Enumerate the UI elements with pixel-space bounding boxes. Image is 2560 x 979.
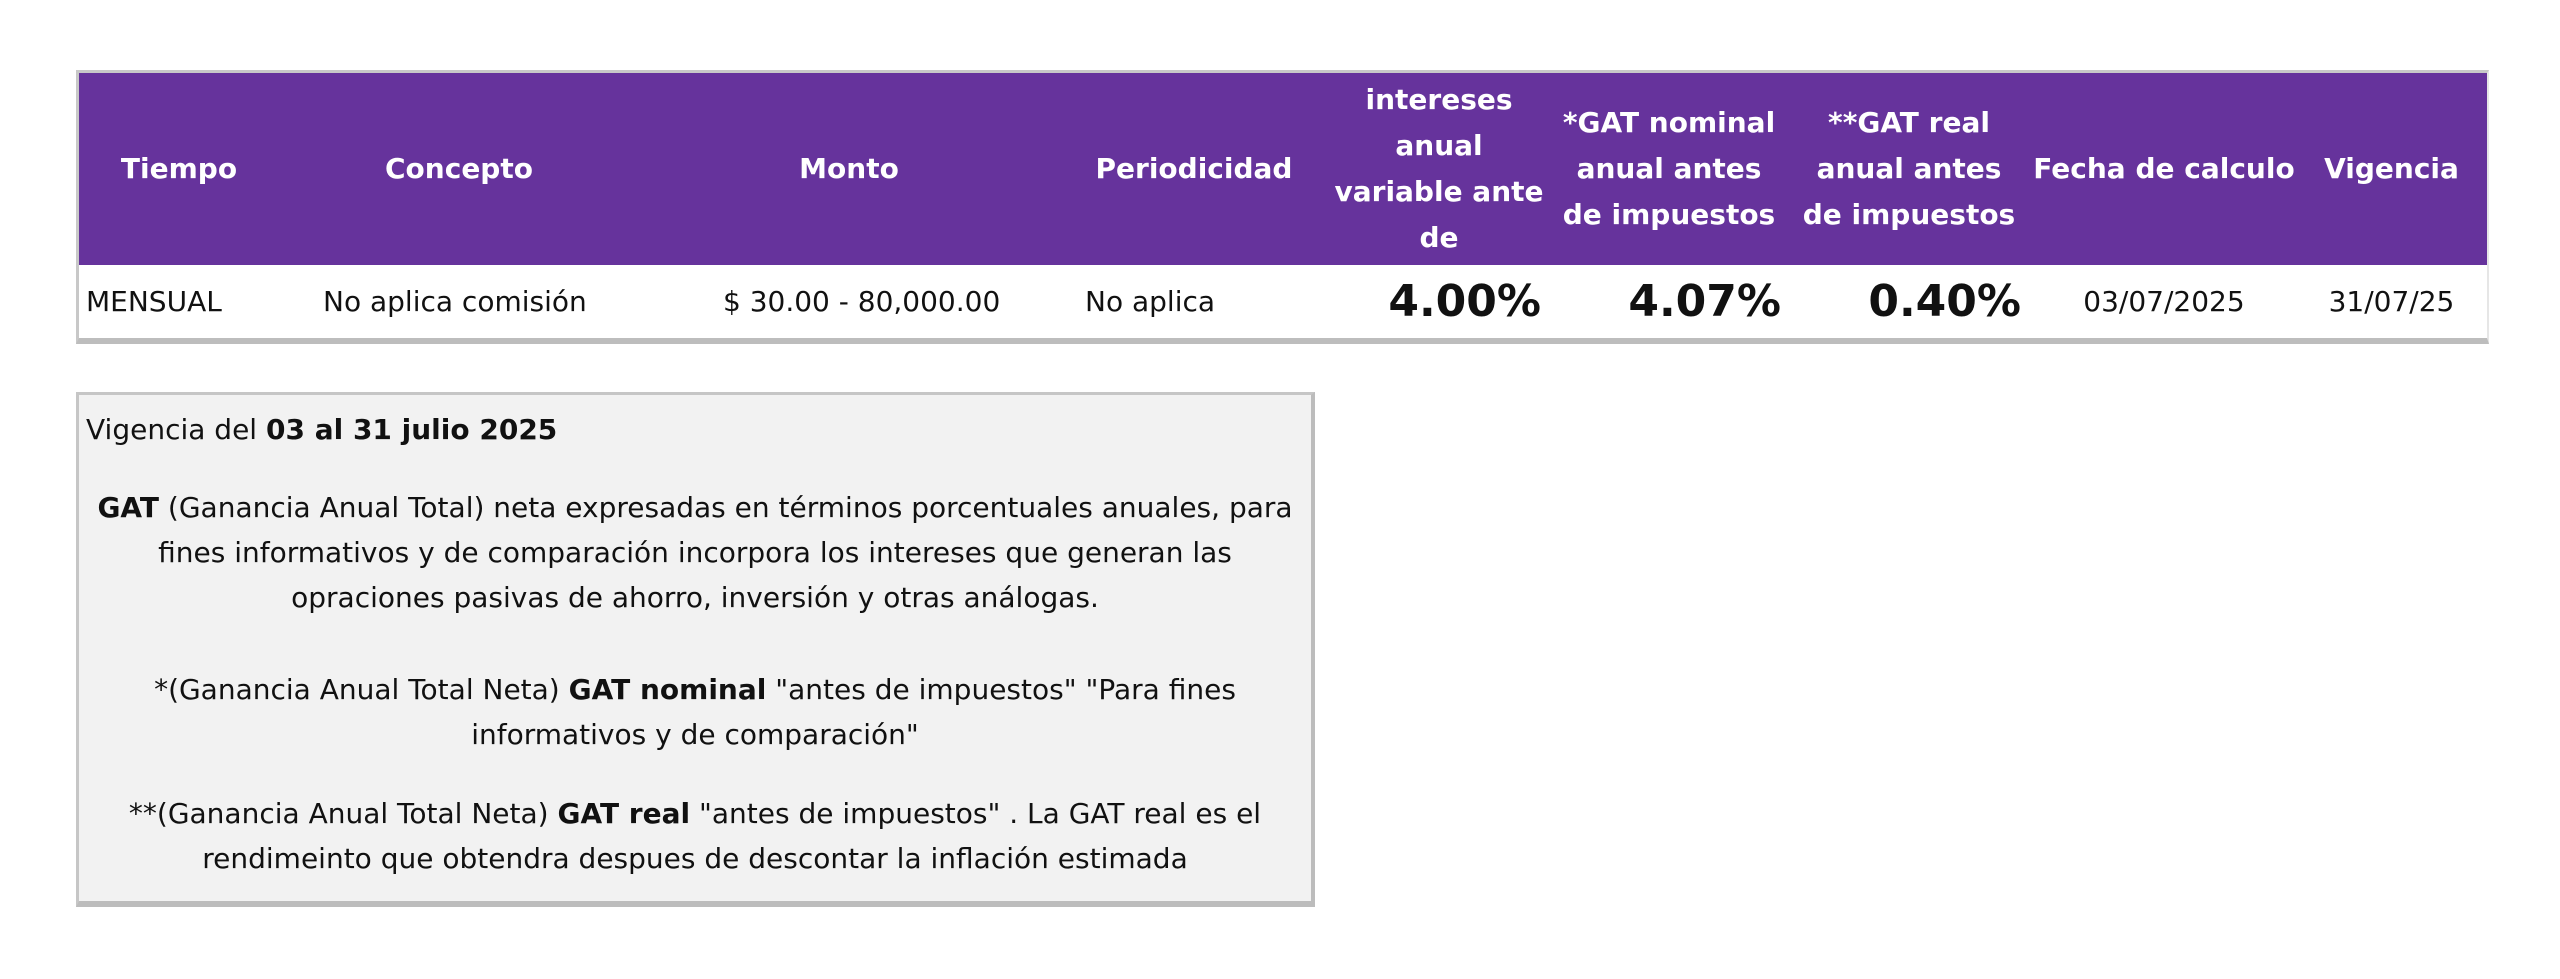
vigencia-prefix: Vigencia del <box>86 413 266 446</box>
header-fecha-calculo: Fecha de calculo <box>2033 152 2295 185</box>
gat-nominal-note: *(Ganancia Anual Total Neta) GAT nominal… <box>79 667 1311 757</box>
cell-gat-nominal: 4.07% <box>1628 276 1781 327</box>
rate-table: Tiempo Concepto Monto Periodicidad Tasa … <box>76 37 2489 344</box>
cell-vigencia: 31/07/25 <box>2328 285 2455 318</box>
table-header-row: Tiempo Concepto Monto Periodicidad Tasa … <box>79 37 2487 300</box>
header-tiempo: Tiempo <box>120 152 238 185</box>
header-periodicidad: Periodicidad <box>1095 152 1293 185</box>
gat-real-note: **(Ganancia Anual Total Neta) GAT real "… <box>79 791 1311 881</box>
gat-nominal-term: GAT nominal <box>568 673 767 706</box>
cell-concepto: No aplica comisión <box>323 285 587 318</box>
gat-nominal-prefix: *(Ganancia Anual Total Neta) <box>154 673 569 706</box>
vigencia-dates: 03 al 31 julio 2025 <box>265 413 558 446</box>
header-monto: Monto <box>799 152 899 185</box>
cell-periodicidad: No aplica <box>1085 285 1216 318</box>
header-concepto: Concepto <box>385 152 533 185</box>
gat-real-text: "antes de impuestos" . La GAT real es el… <box>202 797 1262 875</box>
gat-real-prefix: **(Ganancia Anual Total Neta) <box>128 797 558 830</box>
gat-nominal-text: "antes de impuestos" "Para fines informa… <box>471 673 1236 751</box>
cell-gat-real: 0.40% <box>1868 276 2021 327</box>
header-gat-real: **GAT real anual antes de impuestos <box>1802 106 2016 231</box>
cell-tasa: 4.00% <box>1388 276 1541 327</box>
gat-definition: GAT (Ganancia Anual Total) neta expresad… <box>79 485 1311 620</box>
gat-text: (Ganancia Anual Total) neta expresadas e… <box>158 491 1293 614</box>
header-vigencia: Vigencia <box>2324 152 2459 185</box>
gat-term: GAT <box>97 491 160 524</box>
gat-real-term: GAT real <box>557 797 691 830</box>
cell-fecha-calculo: 03/07/2025 <box>2083 285 2245 318</box>
vigencia-title: Vigencia del 03 al 31 julio 2025 <box>86 413 557 446</box>
header-tasa: Tasa de intereses anual variable ante de… <box>1334 37 1544 300</box>
table-row: MENSUAL No aplica comisión $ 30.00 - 80,… <box>79 265 2487 338</box>
header-gat-nominal: *GAT nominal anual antes de impuestos <box>1562 106 1776 231</box>
cell-monto: $ 30.00 - 80,000.00 <box>723 285 1001 318</box>
notes-box: Vigencia del 03 al 31 julio 2025 GAT (Ga… <box>76 392 1315 907</box>
cell-tiempo: MENSUAL <box>86 285 222 318</box>
